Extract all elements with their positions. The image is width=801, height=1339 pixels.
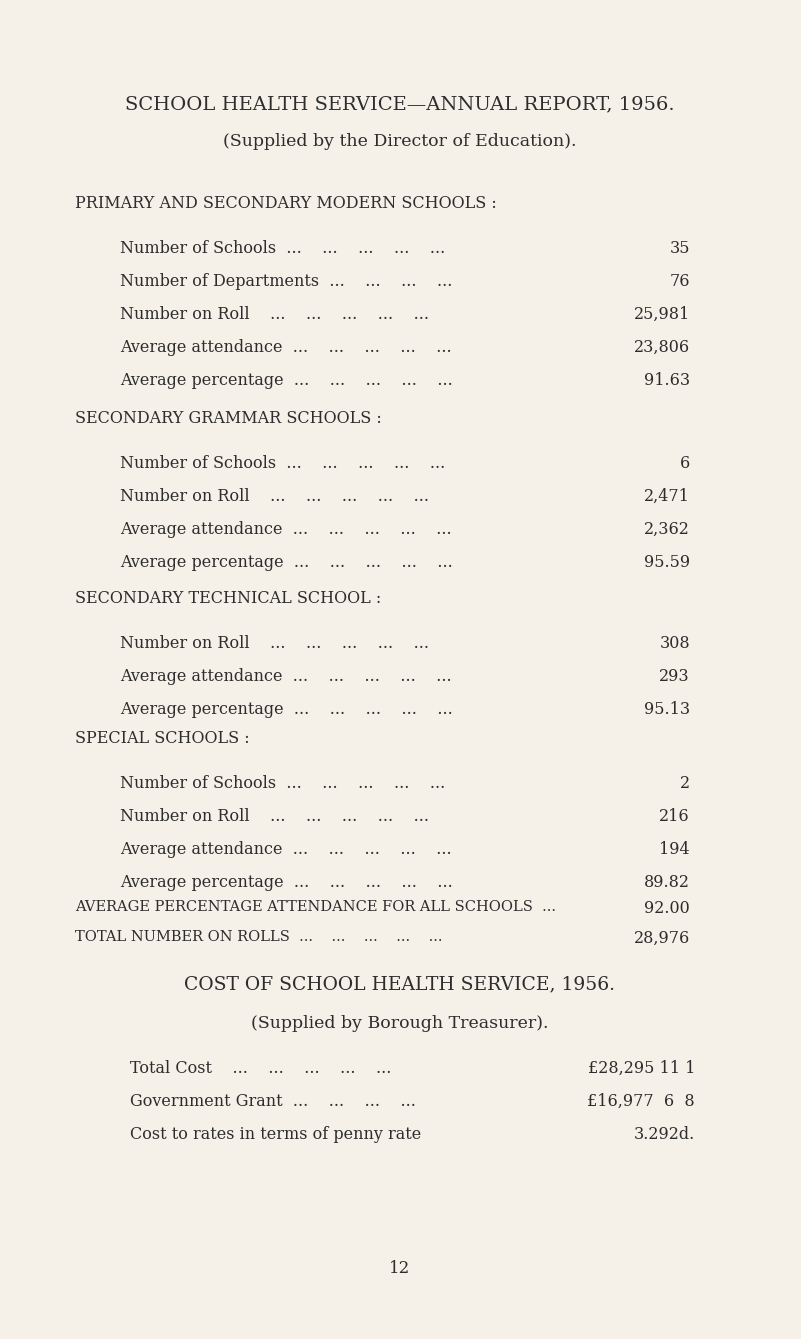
Text: Average percentage  ...    ...    ...    ...    ...: Average percentage ... ... ... ... ...: [120, 372, 453, 390]
Text: 95.59: 95.59: [644, 554, 690, 570]
Text: 308: 308: [659, 635, 690, 652]
Text: 95.13: 95.13: [644, 702, 690, 718]
Text: Government Grant  ...    ...    ...    ...: Government Grant ... ... ... ...: [130, 1093, 416, 1110]
Text: Number on Roll    ...    ...    ...    ...    ...: Number on Roll ... ... ... ... ...: [120, 307, 429, 323]
Text: 25,981: 25,981: [634, 307, 690, 323]
Text: Number on Roll    ...    ...    ...    ...    ...: Number on Roll ... ... ... ... ...: [120, 635, 429, 652]
Text: SECONDARY TECHNICAL SCHOOL :: SECONDARY TECHNICAL SCHOOL :: [75, 590, 381, 607]
Text: 194: 194: [659, 841, 690, 858]
Text: 6: 6: [680, 455, 690, 473]
Text: 216: 216: [659, 807, 690, 825]
Text: Total Cost    ...    ...    ...    ...    ...: Total Cost ... ... ... ... ...: [130, 1060, 392, 1077]
Text: 35: 35: [670, 240, 690, 257]
Text: SECONDARY GRAMMAR SCHOOLS :: SECONDARY GRAMMAR SCHOOLS :: [75, 410, 382, 427]
Text: AVERAGE PERCENTAGE ATTENDANCE FOR ALL SCHOOLS  ...: AVERAGE PERCENTAGE ATTENDANCE FOR ALL SC…: [75, 900, 556, 915]
Text: Average attendance  ...    ...    ...    ...    ...: Average attendance ... ... ... ... ...: [120, 841, 452, 858]
Text: £28,295 11 1: £28,295 11 1: [588, 1060, 695, 1077]
Text: Number on Roll    ...    ...    ...    ...    ...: Number on Roll ... ... ... ... ...: [120, 487, 429, 505]
Text: Average percentage  ...    ...    ...    ...    ...: Average percentage ... ... ... ... ...: [120, 874, 453, 890]
Text: (Supplied by the Director of Education).: (Supplied by the Director of Education).: [223, 133, 577, 150]
Text: Average attendance  ...    ...    ...    ...    ...: Average attendance ... ... ... ... ...: [120, 668, 452, 686]
Text: 23,806: 23,806: [634, 339, 690, 356]
Text: Number on Roll    ...    ...    ...    ...    ...: Number on Roll ... ... ... ... ...: [120, 807, 429, 825]
Text: Average percentage  ...    ...    ...    ...    ...: Average percentage ... ... ... ... ...: [120, 554, 453, 570]
Text: 89.82: 89.82: [644, 874, 690, 890]
Text: Number of Schools  ...    ...    ...    ...    ...: Number of Schools ... ... ... ... ...: [120, 240, 445, 257]
Text: (Supplied by Borough Treasurer).: (Supplied by Borough Treasurer).: [252, 1015, 549, 1032]
Text: PRIMARY AND SECONDARY MODERN SCHOOLS :: PRIMARY AND SECONDARY MODERN SCHOOLS :: [75, 195, 497, 212]
Text: Number of Schools  ...    ...    ...    ...    ...: Number of Schools ... ... ... ... ...: [120, 775, 445, 791]
Text: 2,362: 2,362: [644, 521, 690, 538]
Text: Number of Departments  ...    ...    ...    ...: Number of Departments ... ... ... ...: [120, 273, 453, 291]
Text: Number of Schools  ...    ...    ...    ...    ...: Number of Schools ... ... ... ... ...: [120, 455, 445, 473]
Text: Average percentage  ...    ...    ...    ...    ...: Average percentage ... ... ... ... ...: [120, 702, 453, 718]
Text: 92.00: 92.00: [644, 900, 690, 917]
Text: TOTAL NUMBER ON ROLLS  ...    ...    ...    ...    ...: TOTAL NUMBER ON ROLLS ... ... ... ... ..…: [75, 931, 442, 944]
Text: 293: 293: [659, 668, 690, 686]
Text: 76: 76: [670, 273, 690, 291]
Text: 3.292d.: 3.292d.: [634, 1126, 695, 1144]
Text: 28,976: 28,976: [634, 931, 690, 947]
Text: £16,977  6  8: £16,977 6 8: [587, 1093, 695, 1110]
Text: 91.63: 91.63: [644, 372, 690, 390]
Text: Cost to rates in terms of penny rate: Cost to rates in terms of penny rate: [130, 1126, 421, 1144]
Text: 2,471: 2,471: [644, 487, 690, 505]
Text: Average attendance  ...    ...    ...    ...    ...: Average attendance ... ... ... ... ...: [120, 521, 452, 538]
Text: COST OF SCHOOL HEALTH SERVICE, 1956.: COST OF SCHOOL HEALTH SERVICE, 1956.: [184, 975, 615, 994]
Text: Average attendance  ...    ...    ...    ...    ...: Average attendance ... ... ... ... ...: [120, 339, 452, 356]
Text: SCHOOL HEALTH SERVICE—ANNUAL REPORT, 1956.: SCHOOL HEALTH SERVICE—ANNUAL REPORT, 195…: [125, 95, 674, 112]
Text: 2: 2: [680, 775, 690, 791]
Text: SPECIAL SCHOOLS :: SPECIAL SCHOOLS :: [75, 730, 250, 747]
Text: 12: 12: [389, 1260, 411, 1277]
